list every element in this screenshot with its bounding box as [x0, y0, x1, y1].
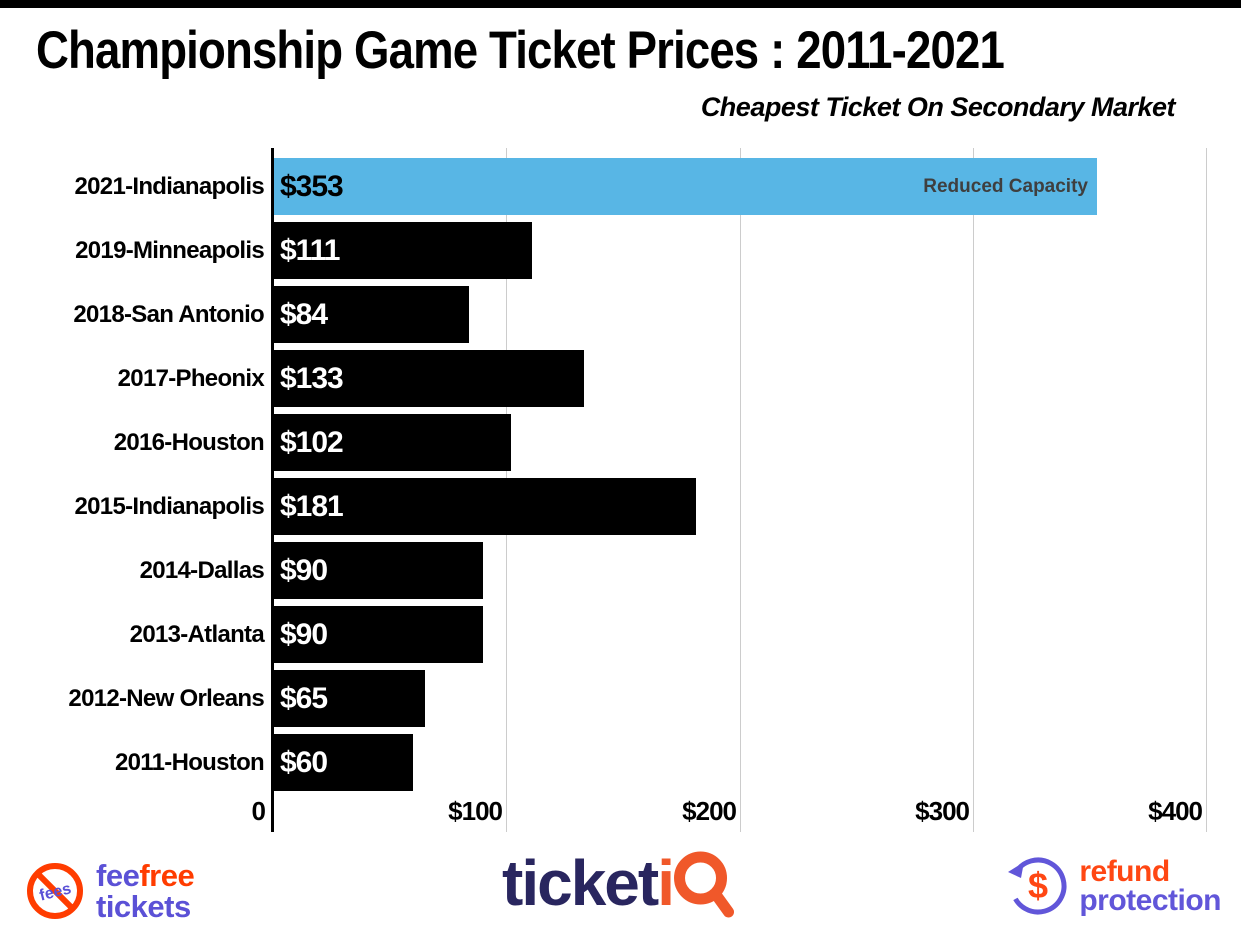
value-label: $60	[280, 746, 328, 779]
category-label: 2015-Indianapolis	[74, 493, 265, 520]
x-tick-400: $400	[1148, 796, 1203, 826]
bar-2021: $353 Reduced Capacity	[273, 158, 1097, 215]
y-axis-line	[271, 148, 274, 832]
dollar-sign: $	[1028, 865, 1048, 906]
category-label: 2012-New Orleans	[68, 685, 264, 712]
x-tick-200: $200	[682, 796, 737, 826]
gridline-200	[740, 148, 741, 832]
value-label: $111	[280, 234, 340, 267]
bar-2013: $90	[273, 606, 483, 663]
bar-row-2014-dallas: 2014-Dallas $90	[0, 542, 1241, 606]
x-tick-0: 0	[251, 796, 266, 826]
category-label: 2013-Atlanta	[129, 621, 265, 648]
refund-word-protection: protection	[1079, 884, 1221, 917]
bar-2018: $84	[273, 286, 469, 343]
value-label: $65	[280, 682, 328, 715]
bar-row-2013-atlanta: 2013-Atlanta $90	[0, 606, 1241, 670]
category-label: 2011-Houston	[115, 749, 265, 776]
ticketiq-logo: ticketi	[502, 846, 739, 922]
x-tick-300: $300	[915, 796, 970, 826]
refund-arrow-icon: $	[1008, 857, 1067, 915]
x-tick-100: $100	[448, 796, 503, 826]
gridline-400	[1206, 148, 1207, 832]
value-label: $90	[280, 618, 328, 651]
value-label: $84	[280, 298, 328, 331]
bar-row-2016-houston: 2016-Houston $102	[0, 414, 1241, 478]
bar-2014: $90	[273, 542, 483, 599]
page-subtitle: Cheapest Ticket On Secondary Market	[700, 92, 1176, 122]
value-label: $90	[280, 554, 328, 587]
category-label: 2018-San Antonio	[73, 301, 264, 328]
bar-row-2011-houston: 2011-Houston $60	[0, 734, 1241, 798]
no-fees-icon: fees	[27, 863, 83, 919]
feefree-word-free: free	[139, 858, 195, 893]
bar-2019: $111	[273, 222, 532, 279]
refund-protection-logo: $ refund protection	[1007, 855, 1221, 917]
refund-wordmark: refund protection	[1079, 855, 1221, 917]
value-label: $181	[280, 490, 344, 523]
feefree-wordmark: feefree tickets	[96, 858, 195, 924]
bar-row-2019-minneapolis: 2019-Minneapolis $111	[0, 222, 1241, 286]
category-label: 2014-Dallas	[139, 557, 265, 584]
category-label: 2017-Pheonix	[117, 365, 265, 392]
bar-2011: $60	[273, 734, 413, 791]
bar-2015: $181	[273, 478, 696, 535]
gridline-300	[973, 148, 974, 832]
top-strip	[0, 0, 1241, 8]
category-label: 2021-Indianapolis	[74, 173, 265, 200]
ticketiq-letter-i: i	[657, 847, 675, 919]
bar-row-2018-san-antonio: 2018-San Antonio $84	[0, 286, 1241, 350]
feefree-word-tickets: tickets	[96, 889, 191, 924]
feefree-word-fee: fee	[96, 858, 140, 893]
category-label: 2019-Minneapolis	[75, 237, 265, 264]
bar-rows: 2021-Indianapolis $353 Reduced Capacity …	[0, 158, 1241, 798]
category-label: 2016-Houston	[113, 429, 265, 456]
bar-row-2021-indianapolis: 2021-Indianapolis $353 Reduced Capacity	[0, 158, 1241, 222]
page-title: Championship Game Ticket Prices : 2011-2…	[36, 21, 1005, 80]
bar-2012: $65	[273, 670, 425, 727]
feefree-tickets-logo: fees feefree tickets	[26, 858, 195, 924]
bar-2016: $102	[273, 414, 511, 471]
bar-chart: 2021-Indianapolis $353 Reduced Capacity …	[0, 148, 1241, 832]
ticketiq-word-ticket: ticket	[502, 847, 659, 919]
annotation-reduced-capacity: Reduced Capacity	[923, 176, 1088, 197]
value-label: $133	[280, 362, 344, 395]
bar-2017: $133	[273, 350, 584, 407]
bar-row-2012-new-orleans: 2012-New Orleans $65	[0, 670, 1241, 734]
bar-row-2015-indianapolis: 2015-Indianapolis $181	[0, 478, 1241, 542]
magnifier-q-icon	[674, 851, 735, 918]
value-label: $353	[280, 170, 344, 203]
refund-word-refund: refund	[1079, 855, 1170, 888]
bar-row-2017-pheonix: 2017-Pheonix $133	[0, 350, 1241, 414]
value-label: $102	[280, 426, 344, 459]
